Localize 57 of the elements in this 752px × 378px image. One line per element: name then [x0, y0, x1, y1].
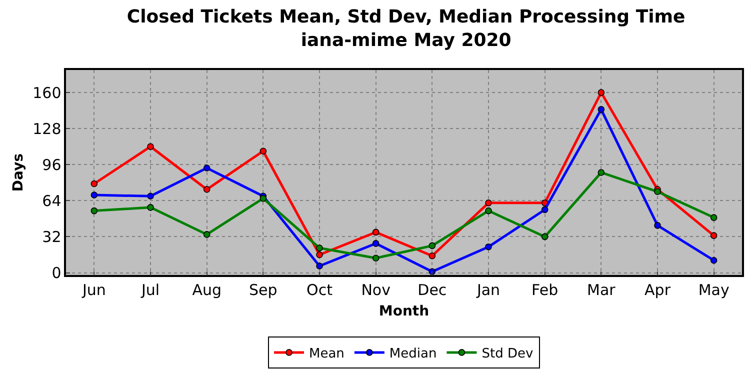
- point: [710, 214, 718, 221]
- y-tick-label: 0: [52, 264, 62, 282]
- point: [316, 262, 323, 270]
- point: [485, 200, 492, 206]
- point: [428, 252, 436, 260]
- point: [90, 192, 98, 198]
- legend-label: Std Dev: [482, 346, 534, 362]
- y-tick-label: 160: [32, 84, 62, 102]
- point: [147, 204, 154, 211]
- x-tick-label: Dec: [418, 280, 447, 299]
- point: [203, 164, 210, 172]
- y-tick-label: 64: [42, 192, 62, 210]
- point: [260, 195, 267, 202]
- point: [203, 231, 210, 238]
- point: [372, 254, 380, 262]
- x-tick-label: Apr: [644, 280, 672, 299]
- x-tick-label: May: [698, 280, 730, 299]
- point: [90, 207, 98, 214]
- point: [485, 207, 492, 214]
- point: [428, 268, 436, 276]
- point: [260, 148, 267, 154]
- point: [90, 180, 98, 188]
- point: [372, 240, 380, 247]
- point: [316, 251, 323, 258]
- y-tick-label: 96: [42, 156, 62, 174]
- legend-label: Mean: [309, 346, 344, 362]
- x-tick-label: Jan: [476, 280, 500, 299]
- y-axis-title: Days: [10, 153, 27, 192]
- x-tick-label: Feb: [532, 280, 558, 299]
- point: [710, 232, 718, 239]
- point: [598, 106, 605, 113]
- x-tick-label: Jul: [140, 280, 160, 299]
- legend-label: Median: [389, 346, 437, 362]
- x-tick-label: Nov: [361, 280, 391, 299]
- x-tick-label: Aug: [192, 280, 222, 299]
- x-tick-label: Mar: [587, 280, 616, 299]
- point: [541, 206, 548, 214]
- point: [654, 188, 661, 196]
- point: [203, 186, 210, 193]
- point: [372, 228, 380, 236]
- point: [598, 169, 605, 176]
- x-tick-label: Oct: [306, 280, 333, 299]
- point: [428, 242, 436, 250]
- y-tick-label: 32: [42, 228, 62, 246]
- x-tick-label: Sep: [249, 280, 278, 299]
- point: [147, 143, 154, 150]
- x-axis-title: Month: [378, 304, 430, 320]
- point: [654, 222, 661, 229]
- point: [598, 89, 605, 96]
- y-tick-label: 128: [32, 120, 62, 138]
- point: [541, 233, 548, 240]
- chart-title: Closed Tickets Mean, Std Dev, Median Processing Time iana-mime May 2020: [126, 6, 686, 52]
- point: [316, 244, 323, 252]
- x-tick-label: Jun: [81, 280, 106, 299]
- point: [147, 192, 154, 200]
- point: [485, 243, 492, 250]
- point: [710, 256, 718, 264]
